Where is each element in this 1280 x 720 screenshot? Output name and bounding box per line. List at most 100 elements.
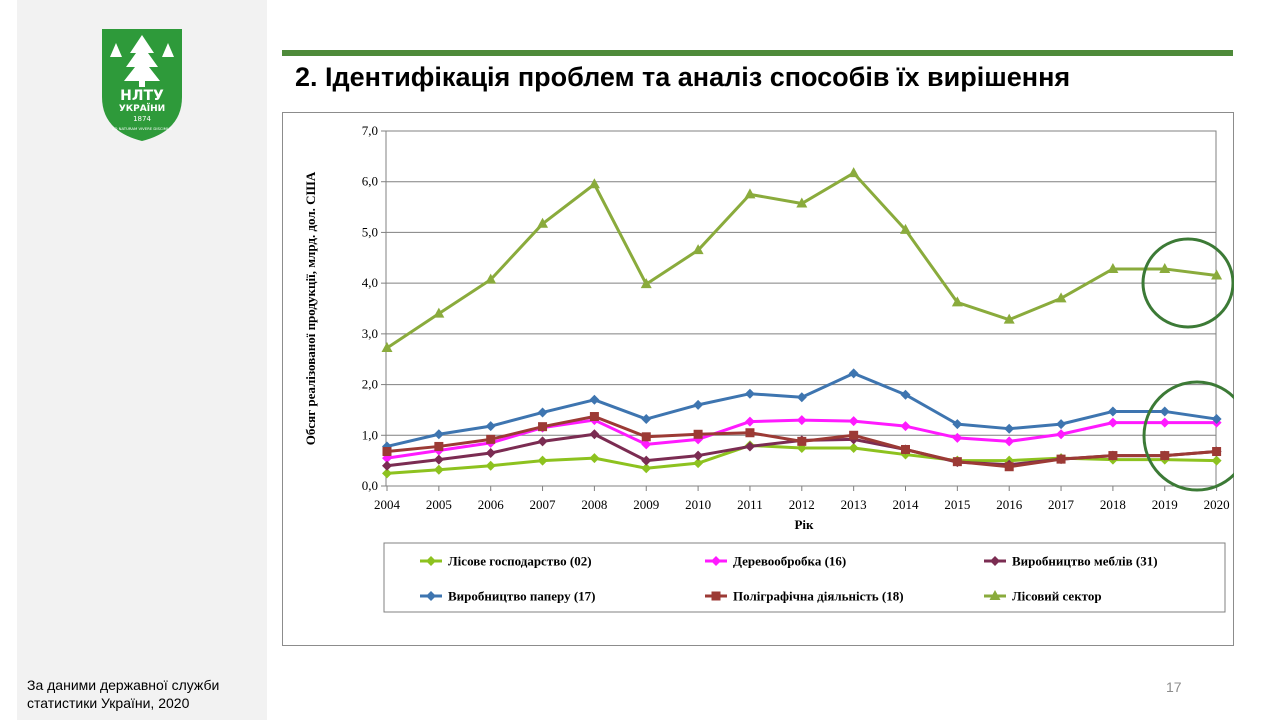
data-point xyxy=(1003,313,1015,324)
data-point xyxy=(952,457,962,467)
data-point xyxy=(744,416,755,427)
data-point xyxy=(381,342,393,353)
highlight-circle-segments xyxy=(1142,380,1234,492)
logo-text-mid: УКРАЇНИ xyxy=(119,103,165,114)
logo-year: 1874 xyxy=(133,115,151,123)
logo-side-trees xyxy=(110,43,174,57)
data-point xyxy=(1107,406,1118,417)
data-point xyxy=(433,464,444,475)
data-point xyxy=(848,167,860,178)
data-point xyxy=(1004,462,1014,472)
data-point xyxy=(589,394,600,405)
x-tick-label: 2015 xyxy=(944,497,970,512)
x-tick-label: 2006 xyxy=(478,497,505,512)
legend-label: Поліграфічна діяльність (18) xyxy=(733,589,904,604)
data-point xyxy=(901,444,910,454)
data-point xyxy=(1160,451,1170,461)
data-point xyxy=(1004,436,1015,447)
title-accent-rule xyxy=(282,50,1233,56)
data-point xyxy=(588,178,600,189)
legend-swatch-marker xyxy=(426,591,436,601)
data-point xyxy=(1056,429,1067,440)
data-point xyxy=(485,448,496,459)
series-5 xyxy=(382,412,1222,472)
data-point xyxy=(796,197,808,208)
data-point xyxy=(641,439,652,450)
data-point xyxy=(537,436,548,447)
y-tick-label: 5,0 xyxy=(362,224,378,239)
data-point xyxy=(641,432,651,442)
data-point xyxy=(1211,455,1222,466)
data-point xyxy=(952,419,963,430)
data-point xyxy=(952,432,963,443)
legend-swatch-marker xyxy=(711,591,721,601)
y-tick-label: 2,0 xyxy=(362,377,378,392)
y-tick-label: 7,0 xyxy=(362,123,378,138)
legend-item: Поліграфічна діяльність (18) xyxy=(705,589,904,604)
data-point xyxy=(641,455,652,466)
data-point xyxy=(589,412,599,422)
data-point xyxy=(1159,262,1171,273)
x-axis-title: Рік xyxy=(794,517,814,532)
data-point xyxy=(641,414,652,425)
logo-motto: AD NATURAM VIVERE DISCIMUS xyxy=(112,126,173,131)
data-point xyxy=(900,421,911,432)
data-point xyxy=(744,441,755,452)
y-tick-label: 0,0 xyxy=(362,478,378,493)
legend-item: Лісове господарство (02) xyxy=(420,554,592,569)
data-point xyxy=(848,442,859,453)
x-tick-label: 2012 xyxy=(789,497,815,512)
data-point xyxy=(744,388,755,399)
data-point xyxy=(900,223,911,234)
data-point xyxy=(485,460,496,471)
legend-label: Виробництво паперу (17) xyxy=(448,589,595,604)
x-tick-label: 2004 xyxy=(374,497,401,512)
data-point xyxy=(537,455,548,466)
data-point xyxy=(693,399,704,410)
data-point xyxy=(693,458,704,469)
data-point xyxy=(1212,447,1222,457)
data-point xyxy=(796,392,807,403)
data-point xyxy=(382,447,392,457)
data-point xyxy=(796,415,807,426)
x-tick-label: 2020 xyxy=(1204,497,1230,512)
legend-label: Лісове господарство (02) xyxy=(448,554,592,569)
data-point xyxy=(849,430,859,440)
data-point xyxy=(537,407,548,418)
data-point xyxy=(900,389,911,400)
legend-box xyxy=(383,542,1226,613)
data-point xyxy=(538,422,548,432)
data-point xyxy=(434,441,444,451)
data-point xyxy=(797,436,807,446)
university-logo: НЛТУ УКРАЇНИ 1874 AD NATURAM VIVERE DISC… xyxy=(102,29,182,141)
y-tick-label: 4,0 xyxy=(362,275,378,290)
plot-area xyxy=(385,130,1217,487)
legend: Лісове господарство (02) Деревообробка (1… xyxy=(383,542,1226,613)
legend-swatch-marker xyxy=(989,590,1001,600)
data-point xyxy=(485,421,496,432)
x-tick-label: 2013 xyxy=(841,497,867,512)
data-point xyxy=(693,450,704,461)
data-point xyxy=(1108,451,1118,461)
data-point xyxy=(693,429,703,439)
data-point xyxy=(1159,417,1170,428)
y-tick-label: 1,0 xyxy=(362,427,378,442)
x-tick-label: 2016 xyxy=(996,497,1023,512)
data-point xyxy=(1107,417,1118,428)
legend-swatch-marker xyxy=(711,556,721,566)
data-point xyxy=(433,454,444,465)
legend-item: Лісовий сектор xyxy=(984,589,1102,604)
data-point xyxy=(744,188,756,199)
x-tick-label: 2008 xyxy=(581,497,607,512)
data-point xyxy=(1211,414,1222,425)
data-point xyxy=(382,460,392,471)
y-tick-label: 3,0 xyxy=(362,326,378,341)
data-point xyxy=(433,429,444,440)
data-point xyxy=(641,463,652,474)
data-point xyxy=(640,278,652,289)
highlight-circle-forest-sector xyxy=(1141,237,1234,329)
data-point xyxy=(382,468,392,479)
series-6 xyxy=(381,167,1223,353)
tree-icon xyxy=(124,35,160,87)
legend-item: Деревообробка (16) xyxy=(705,554,846,569)
